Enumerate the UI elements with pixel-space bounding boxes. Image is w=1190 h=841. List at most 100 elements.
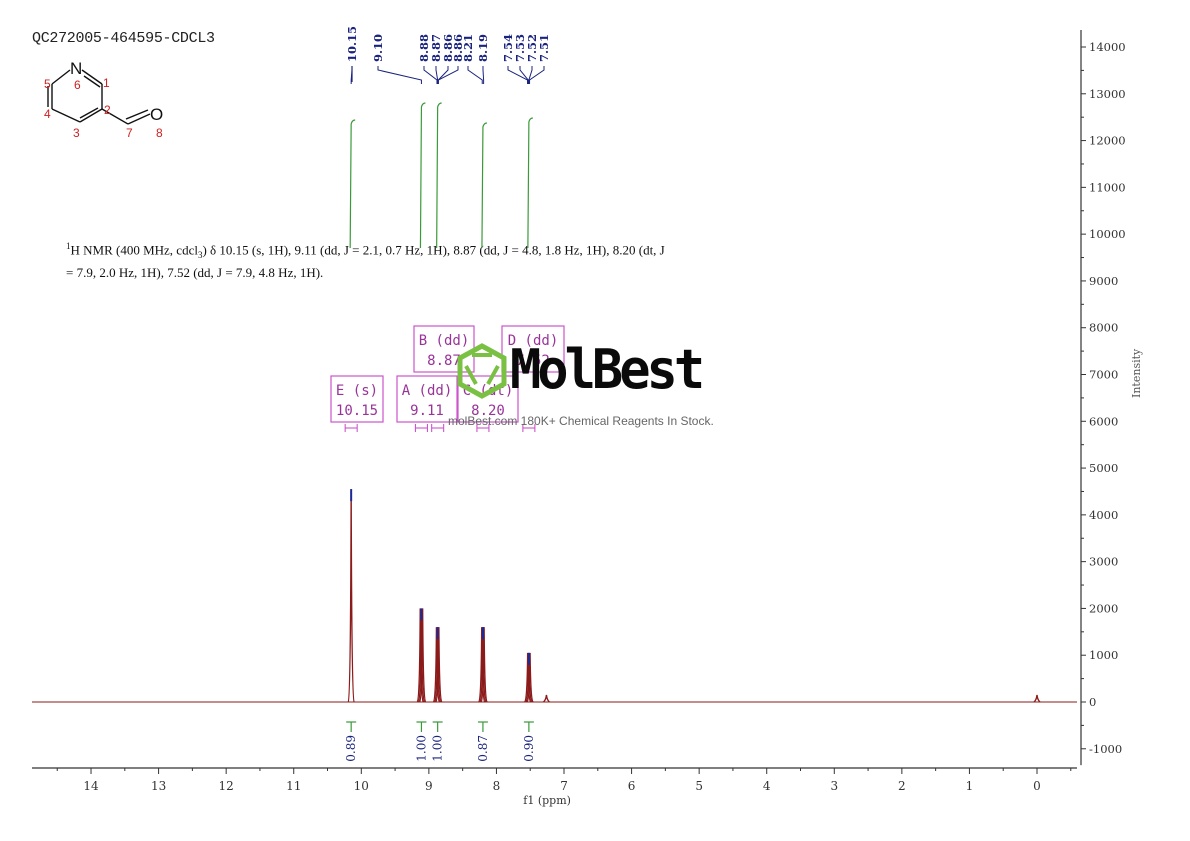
peak-label-connector [437, 66, 459, 84]
integral-curve [436, 102, 442, 249]
spectrum-peak [347, 489, 355, 703]
multiplet-shift: 8.20 [471, 403, 505, 419]
x-axis-tick-label: 4 [763, 779, 771, 793]
integral-curve [349, 119, 356, 249]
chemical-structure: N O 6 1 2 3 4 5 7 8 [44, 59, 163, 140]
peak-label-connector [437, 66, 449, 84]
peak-shift-label: 7.53 [513, 34, 527, 62]
x-axis-tick-label: 13 [151, 779, 166, 793]
spectrum-peak [1033, 694, 1041, 703]
peak-shift-label: 8.21 [461, 34, 475, 62]
x-axis-tick-label: 6 [628, 779, 636, 793]
peak-shift-label: 8.88 [417, 34, 431, 62]
isotope-superscript: 1 [66, 241, 71, 251]
x-axis-tick-label: 10 [354, 779, 369, 793]
peak-shift-label: 7.54 [501, 34, 515, 62]
peak-shift-label: 8.86 [451, 34, 465, 62]
multiplet-label: A (dd) [402, 383, 453, 399]
x-axis-tick-label: 12 [219, 779, 234, 793]
y-axis-tick-label: 5000 [1089, 461, 1118, 475]
integral-value: 0.90 [522, 735, 536, 762]
y-axis-tick-label: 6000 [1089, 414, 1118, 428]
svg-text:7: 7 [126, 126, 133, 140]
x-axis-tick-label: 7 [560, 779, 568, 793]
peak-shift-label: 8.87 [429, 34, 443, 62]
spectrum-peak [418, 608, 427, 703]
multiplet-shift: 8.87 [427, 353, 461, 369]
watermark-brand: MolBest [510, 338, 705, 402]
molbest-logo-icon [457, 343, 507, 399]
integral-value: 1.00 [431, 735, 445, 762]
y-axis-tick-label: 11000 [1089, 180, 1126, 194]
multiplet-shift: 7.52 [516, 353, 550, 369]
svg-text:6: 6 [74, 78, 81, 92]
y-axis-tick-label: 9000 [1089, 274, 1118, 288]
y-axis-tick-label: 3000 [1089, 555, 1118, 569]
peak-label-connector [519, 66, 529, 84]
x-axis-tick-label: 14 [83, 779, 99, 793]
spectrum-peak [480, 627, 488, 703]
svg-text:2: 2 [104, 103, 111, 117]
peak-label-connector [467, 66, 483, 84]
nitrogen-atom: N [70, 59, 82, 78]
multiplet-label: E (s) [336, 383, 378, 399]
multiplet-box [457, 375, 519, 423]
peak-shift-label: 8.86 [441, 34, 455, 62]
y-axis-tick-label: 2000 [1089, 601, 1118, 615]
spectrum-peak [526, 652, 534, 703]
peak-label-connector [528, 66, 533, 84]
peak-shift-label: 9.10 [371, 34, 385, 62]
nmr-description-part1: H NMR (400 MHz, cdcl [70, 242, 198, 258]
nmr-description: 1H NMR (400 MHz, cdcl3) δ 10.15 (s, 1H),… [66, 238, 666, 281]
watermark-tagline: molBest.com 180K+ Chemical Reagents In S… [448, 414, 714, 428]
peak-label-connector [507, 66, 529, 84]
peak-shift-label: 10.15 [345, 26, 359, 62]
oxygen-atom: O [150, 105, 163, 124]
svg-text:3: 3 [73, 126, 80, 140]
y-axis-tick-label: 7000 [1089, 368, 1118, 382]
svg-text:4: 4 [44, 107, 51, 121]
y-axis-tick-label: 0 [1089, 695, 1096, 709]
peak-label-connector [482, 66, 485, 84]
y-axis-tick-label: 14000 [1089, 40, 1126, 54]
peak-label-connector [435, 66, 439, 84]
x-axis-tick-label: 1 [966, 779, 974, 793]
y-axis-tick-label: -1000 [1089, 742, 1122, 756]
peak-label-connector [423, 66, 438, 84]
x-axis-label: f1 (ppm) [523, 794, 571, 807]
y-axis-tick-label: 8000 [1089, 321, 1118, 335]
multiplet-label: B (dd) [419, 333, 470, 349]
multiplet-shift: 9.11 [410, 403, 444, 419]
y-axis-label: Intensity [1130, 348, 1143, 398]
integral-curve [419, 102, 426, 249]
x-axis-tick-label: 11 [286, 779, 301, 793]
peak-shift-label: 8.19 [476, 34, 490, 62]
integral-value: 0.87 [476, 735, 490, 762]
sample-id-title: QC272005-464595-CDCL3 [32, 30, 215, 47]
y-axis-tick-label: 10000 [1089, 227, 1126, 241]
peak-shift-label: 7.51 [537, 34, 551, 62]
integral-curve [481, 122, 487, 249]
nmr-description-part2: ) δ 10.15 (s, 1H), 9.11 (dd, J = 2.1, 0.… [66, 242, 665, 280]
spectrum-peak [416, 608, 424, 703]
multiplet-shift: 10.15 [336, 403, 378, 419]
spectrum-peak [542, 694, 550, 703]
solvent-subscript: 3 [197, 249, 203, 260]
svg-text:5: 5 [44, 77, 51, 91]
x-axis-tick-label: 9 [425, 779, 433, 793]
multiplet-label: D (dd) [508, 333, 559, 349]
x-axis-tick-label: 2 [898, 779, 906, 793]
spectrum-peak [524, 652, 532, 703]
integral-value: 0.89 [344, 735, 358, 762]
x-axis-tick-label: 0 [1033, 779, 1041, 793]
svg-text:1: 1 [103, 76, 110, 90]
spectrum-peak [478, 627, 486, 703]
y-axis-tick-label: 1000 [1089, 648, 1118, 662]
peak-shift-label: 7.52 [525, 34, 539, 62]
multiplet-box [396, 375, 458, 423]
peak-label-connector [529, 66, 545, 84]
multiplet-box [330, 375, 384, 423]
multiplet-box [501, 325, 565, 373]
